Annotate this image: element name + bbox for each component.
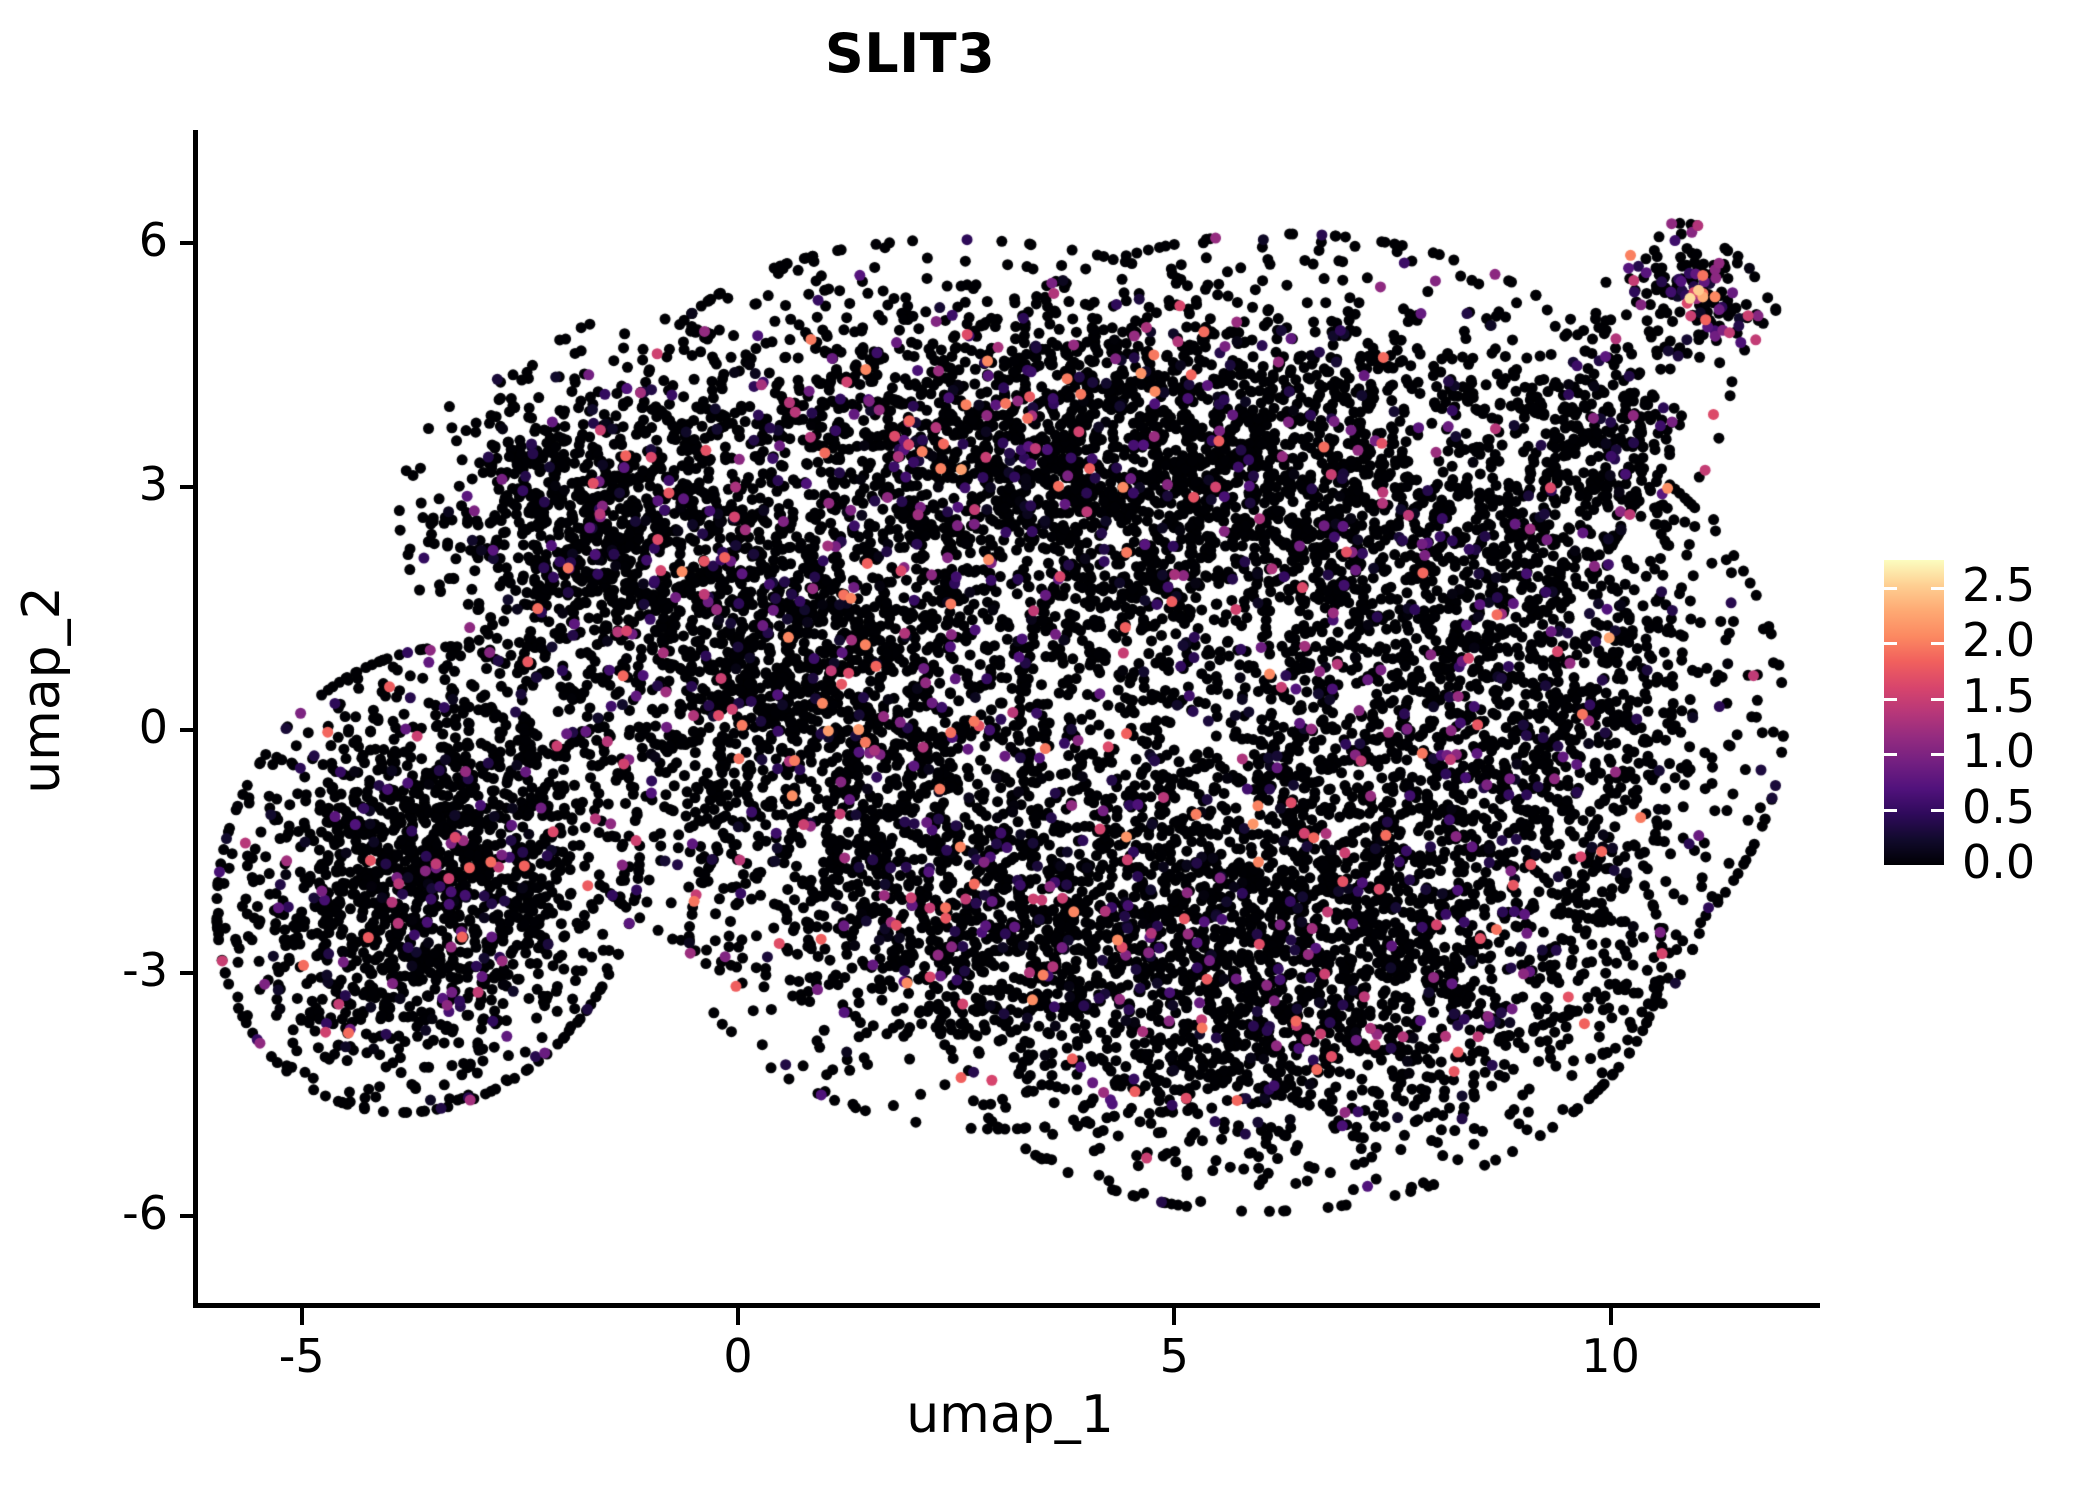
- colorbar-tick-mark: [1884, 753, 1944, 757]
- y-tick-mark: [180, 1213, 197, 1218]
- colorbar-tick-label: 1.5: [1962, 668, 2036, 723]
- colorbar-tick-label: 2.5: [1962, 557, 2036, 612]
- x-tick-label: 5: [1159, 1329, 1189, 1383]
- plot-area: [197, 130, 1820, 1305]
- x-axis-label: umap_1: [906, 1385, 1114, 1445]
- colorbar-tick-label: 0.0: [1962, 835, 2036, 889]
- x-tick-label: 0: [723, 1329, 753, 1383]
- x-tick-mark: [299, 1308, 304, 1325]
- colorbar-tick-mark: [1884, 808, 1944, 812]
- x-tick-mark: [1608, 1308, 1613, 1325]
- y-tick-label: 3: [138, 456, 168, 511]
- x-axis-spine: [193, 1303, 1820, 1308]
- x-tick-mark: [736, 1308, 740, 1325]
- colorbar-tick-mark: [1884, 697, 1944, 701]
- y-tick-mark: [180, 970, 197, 975]
- scatter-points-canvas: [197, 130, 1820, 1305]
- y-tick-mark: [180, 484, 197, 489]
- colorbar-tick-mark: [1884, 586, 1944, 590]
- colorbar-legend: 2.5 2.0 1.5 1.0 0.5 0.0: [1884, 558, 2084, 889]
- colorbar-tick-label: 2.0: [1962, 613, 2036, 668]
- colorbar-gradient: [1884, 560, 1944, 865]
- y-tick-label: 6: [138, 213, 168, 268]
- colorbar-tick-mark: [1884, 642, 1944, 646]
- y-tick-mark: [180, 727, 197, 732]
- y-axis-spine: [193, 130, 198, 1308]
- x-tick-label: -5: [278, 1329, 325, 1383]
- colorbar-tick-label: 1.0: [1962, 724, 2036, 779]
- x-tick-label: 10: [1581, 1329, 1640, 1383]
- y-tick-label: 0: [138, 699, 168, 754]
- y-tick-label: -3: [122, 942, 168, 997]
- x-tick-mark: [1172, 1308, 1177, 1325]
- y-tick-label: -6: [122, 1185, 168, 1240]
- y-axis-label: umap_2: [12, 586, 72, 794]
- colorbar-tick-label: 0.5: [1962, 779, 2036, 834]
- y-tick-mark: [180, 241, 197, 246]
- page-title: SLIT3: [824, 22, 996, 85]
